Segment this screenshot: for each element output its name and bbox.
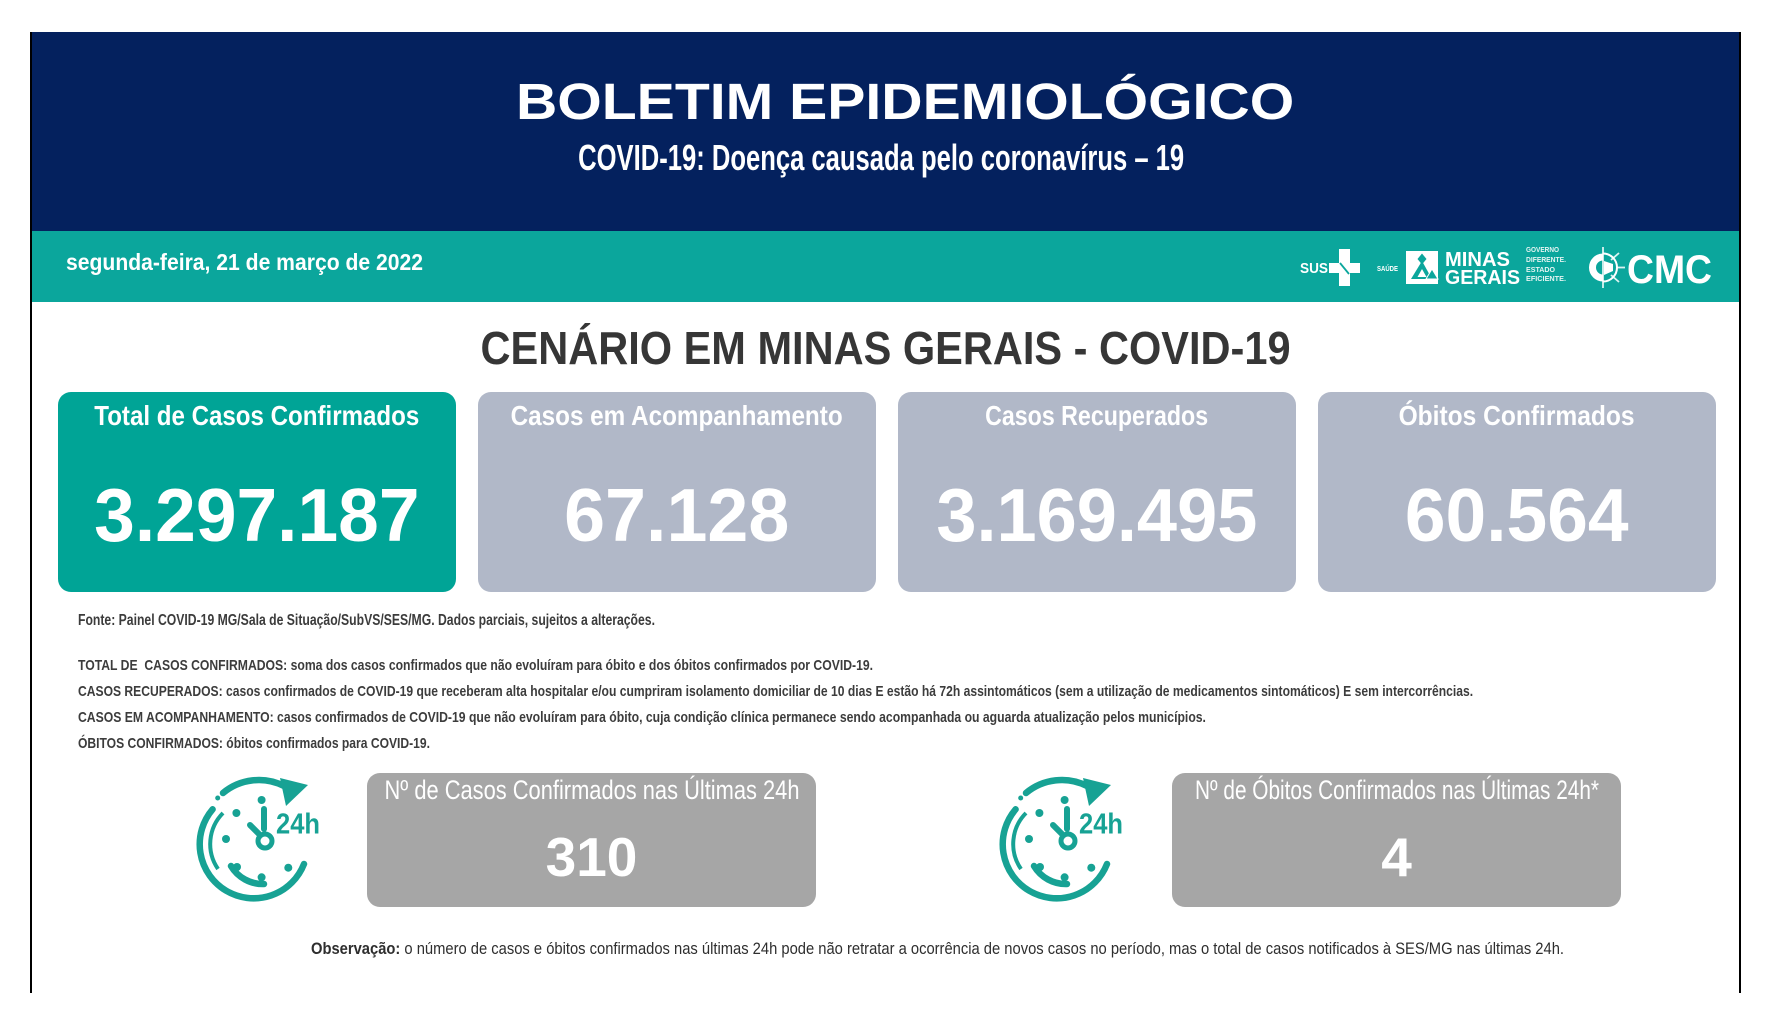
svg-text:SUS: SUS xyxy=(1300,260,1328,277)
svg-text:CMC: CMC xyxy=(1627,248,1712,292)
svg-text:MINAS: MINAS xyxy=(1445,249,1510,271)
svg-text:GERAIS: GERAIS xyxy=(1445,267,1520,289)
svg-text:DIFERENTE.: DIFERENTE. xyxy=(1526,255,1566,264)
svg-text:SAÚDE: SAÚDE xyxy=(1377,264,1398,273)
svg-text:ESTADO: ESTADO xyxy=(1526,265,1555,274)
svg-text:GOVERNO: GOVERNO xyxy=(1526,245,1559,254)
svg-text:24h: 24h xyxy=(276,809,320,841)
svg-text:EFICIENTE.: EFICIENTE. xyxy=(1526,274,1566,283)
